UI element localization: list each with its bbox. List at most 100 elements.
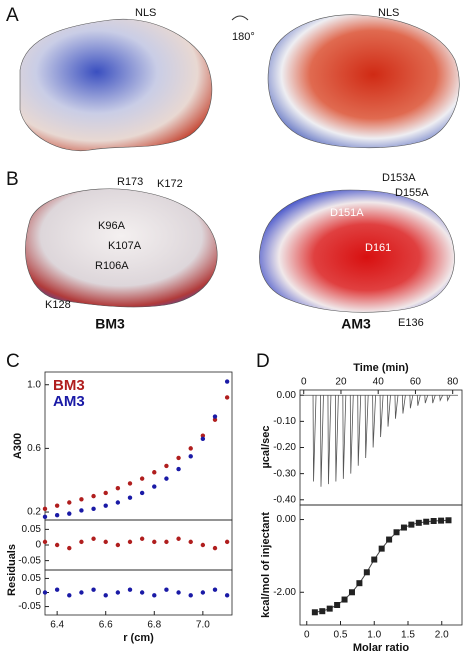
injection-peak bbox=[409, 395, 414, 409]
point bbox=[438, 517, 445, 524]
x-axis-label: r (cm) bbox=[123, 632, 154, 644]
point bbox=[67, 500, 72, 505]
y-tick-label: 0.00 bbox=[277, 390, 297, 401]
y-tick-label: 0.05 bbox=[22, 524, 42, 535]
injection-peak bbox=[312, 395, 317, 482]
injection-peak bbox=[402, 395, 406, 414]
injection-peak bbox=[379, 395, 384, 438]
point bbox=[363, 569, 370, 576]
fit-line bbox=[314, 519, 449, 613]
x-tick-label: 40 bbox=[373, 377, 385, 388]
point bbox=[224, 593, 230, 598]
point bbox=[152, 470, 157, 475]
point bbox=[115, 542, 121, 548]
y-tick-label: 0 bbox=[35, 540, 41, 551]
x-tick-label: 6.4 bbox=[50, 620, 64, 631]
x-tick-label: 60 bbox=[410, 377, 422, 388]
panel-label: A bbox=[6, 5, 19, 26]
surface bbox=[19, 18, 213, 152]
x-tick-label: 1.0 bbox=[367, 630, 381, 641]
label: NLS bbox=[378, 7, 399, 19]
y-tick-label: -2.00 bbox=[273, 587, 296, 598]
point bbox=[212, 545, 218, 551]
point bbox=[152, 484, 157, 489]
surface bbox=[259, 189, 455, 313]
injection-peak bbox=[416, 395, 421, 406]
point bbox=[91, 587, 96, 592]
point bbox=[139, 490, 145, 496]
surface bbox=[267, 14, 460, 149]
point bbox=[176, 455, 181, 461]
point bbox=[371, 556, 378, 563]
surface bbox=[25, 188, 218, 308]
point bbox=[164, 539, 169, 545]
x-axis-label: Time (min) bbox=[353, 362, 409, 374]
point bbox=[224, 395, 230, 400]
point bbox=[319, 608, 326, 615]
point bbox=[356, 580, 363, 587]
x-tick-label: 80 bbox=[447, 377, 459, 388]
point bbox=[42, 590, 48, 595]
point bbox=[91, 493, 96, 499]
point bbox=[164, 587, 169, 592]
point bbox=[152, 593, 157, 598]
point bbox=[200, 590, 206, 595]
point bbox=[334, 602, 341, 608]
point bbox=[103, 593, 108, 598]
point bbox=[188, 446, 193, 451]
point bbox=[311, 609, 318, 616]
x-tick-label: 6.6 bbox=[99, 620, 113, 631]
point bbox=[139, 590, 145, 595]
point bbox=[42, 539, 48, 545]
point bbox=[79, 590, 84, 595]
label: R173 bbox=[117, 176, 143, 188]
point bbox=[67, 511, 72, 516]
y-axis-label: kcal/mol of injectant bbox=[260, 512, 272, 618]
label: K107A bbox=[108, 240, 142, 252]
x-tick-label: 6.8 bbox=[147, 620, 161, 631]
point bbox=[224, 379, 230, 384]
point bbox=[212, 587, 218, 592]
label: D161 bbox=[365, 242, 391, 254]
injection-peak bbox=[320, 395, 324, 487]
plot-frame bbox=[299, 504, 463, 626]
point bbox=[152, 539, 157, 545]
point bbox=[378, 545, 385, 552]
label: K172 bbox=[157, 178, 183, 190]
x-tick-label: 7.0 bbox=[196, 620, 210, 631]
label: NLS bbox=[135, 7, 156, 19]
point bbox=[200, 436, 206, 442]
y-tick-label: 0.6 bbox=[27, 443, 41, 454]
point bbox=[67, 593, 72, 598]
injection-peak bbox=[394, 395, 399, 419]
point bbox=[408, 521, 415, 528]
point bbox=[400, 524, 407, 531]
y-tick-label: -0.40 bbox=[273, 494, 296, 505]
point bbox=[67, 545, 72, 551]
rotate-arrow bbox=[231, 15, 249, 21]
y-tick-label: -0.05 bbox=[18, 555, 41, 566]
point bbox=[188, 593, 193, 598]
y-tick-label: -0.20 bbox=[273, 442, 296, 453]
injection-peak bbox=[342, 395, 347, 479]
point bbox=[176, 466, 181, 472]
injection-peak bbox=[439, 395, 444, 402]
injection-peak bbox=[372, 395, 377, 448]
label: D153A bbox=[382, 172, 416, 184]
panel-b: B R173 K172 K96A K107A R106A K128 D153A … bbox=[6, 169, 455, 332]
injection-peak bbox=[431, 395, 436, 404]
label: D151A bbox=[330, 207, 364, 219]
point bbox=[54, 513, 60, 518]
point bbox=[115, 500, 121, 505]
point bbox=[42, 514, 48, 520]
injection-peak bbox=[349, 395, 354, 474]
point bbox=[79, 539, 84, 545]
point bbox=[127, 539, 133, 545]
y-axis-label: Residuals bbox=[6, 544, 18, 596]
point bbox=[200, 542, 206, 548]
injection-peak bbox=[446, 395, 451, 402]
point bbox=[386, 536, 393, 543]
point bbox=[164, 463, 169, 469]
structure-name: BM3 bbox=[95, 316, 125, 332]
